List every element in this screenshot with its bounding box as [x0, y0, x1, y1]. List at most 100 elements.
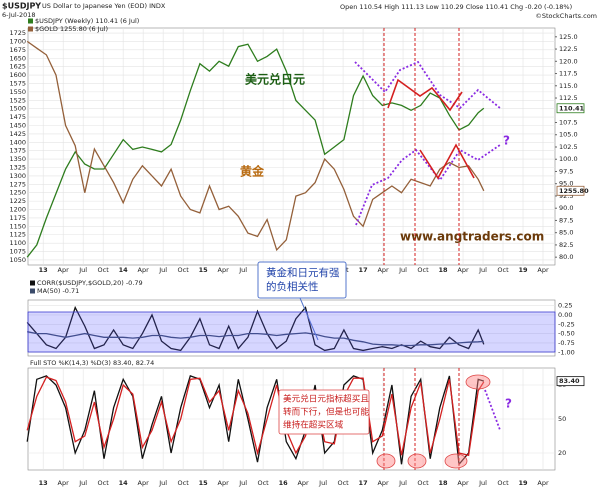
x-tick-label: 14 — [119, 266, 129, 274]
annotation: ? — [503, 134, 510, 148]
x-tick-label: Apr — [377, 479, 389, 487]
y-tick-label: 1225 — [9, 197, 26, 205]
y-tick-label: 1575 — [9, 79, 26, 87]
y2-tick-label: 120.0 — [559, 57, 578, 65]
panel-title: Full STO %K(14,3) %D(3) 83.40, 82.74 — [30, 359, 154, 367]
y2-tick-label: 90.0 — [559, 204, 573, 212]
y-tick-label: 1625 — [9, 63, 26, 71]
chart-title: $USDJPY — [2, 2, 41, 11]
y2-tick-label: 85.0 — [559, 229, 573, 237]
x-tick-label: Jul — [478, 266, 487, 274]
y-tick-label: 1150 — [9, 222, 26, 230]
y-tick-label: 1475 — [9, 113, 26, 121]
y-tick-label: -0.25 — [558, 320, 575, 328]
annotation: ? — [505, 397, 512, 411]
y-tick-label: 1200 — [9, 206, 26, 214]
y2-tick-label: 102.5 — [559, 143, 578, 151]
y-tick-label: 1175 — [9, 214, 26, 222]
y-tick-label: 1050 — [9, 256, 26, 264]
x-tick-label: 18 — [439, 479, 449, 487]
callout-text: 转而下行，但是也可能 — [283, 406, 369, 418]
callout-box — [257, 261, 347, 299]
x-tick-label: Jul — [398, 266, 407, 274]
y2-tick-label: 92.5 — [559, 192, 573, 200]
quote: Open 110.54 High 111.13 Low 110.29 Close… — [340, 3, 572, 11]
x-tick-label: 13 — [39, 479, 48, 487]
x-tick-label: 15 — [199, 266, 209, 274]
legend-label: $GOLD 1255.80 (6 Jul) — [35, 25, 108, 33]
y-tick-label: 1250 — [9, 189, 26, 197]
y2-tick-label: 115.0 — [559, 82, 578, 90]
y-tick-label: 1400 — [9, 138, 26, 146]
x-tick-label: 16 — [279, 479, 289, 487]
y-tick-label: 1100 — [9, 239, 26, 247]
x-tick-label: 17 — [359, 479, 368, 487]
y-tick-label: 1375 — [9, 147, 26, 155]
last-value-box — [556, 376, 585, 387]
x-tick-label: 14 — [119, 479, 129, 487]
x-tick-label: Jul — [238, 479, 247, 487]
x-tick-label: Apr — [58, 479, 70, 487]
y-tick-label: -0.50 — [558, 330, 575, 338]
legend-label: $USDJPY (Weekly) 110.41 (6 Jul) — [35, 17, 139, 25]
x-tick-label: 17 — [359, 266, 368, 274]
x-tick-label: Oct — [178, 479, 190, 487]
y-tick-label: 1350 — [9, 155, 26, 163]
y-tick-label: -1.00 — [558, 348, 575, 356]
legend-swatch — [30, 288, 35, 294]
annotation: 美元兑日元 — [245, 72, 305, 87]
x-tick-label: Oct — [497, 479, 509, 487]
y2-tick-label: 95.0 — [559, 180, 573, 188]
x-tick-label: 15 — [199, 479, 209, 487]
x-tick-label: 13 — [39, 266, 48, 274]
legend-swatch — [28, 18, 33, 24]
last-value-label: 110.41 — [559, 104, 585, 112]
x-tick-label: Jul — [398, 479, 407, 487]
x-tick-label: Apr — [218, 266, 230, 274]
last-value-box — [556, 103, 585, 114]
y-tick-label: 1075 — [9, 248, 26, 256]
y-tick-label: 1125 — [9, 231, 26, 239]
legend-swatch — [28, 26, 33, 32]
y-tick-label: 1325 — [9, 164, 26, 172]
y-tick-label: 0.25 — [558, 302, 572, 310]
last-value-label: 1255.80 — [559, 187, 589, 195]
y2-tick-label: 87.5 — [559, 216, 573, 224]
y-tick-label: 1700 — [9, 37, 26, 45]
y-tick-label: 1500 — [9, 105, 26, 113]
y-tick-label: 0.00 — [558, 311, 572, 319]
x-tick-label: Oct — [98, 479, 110, 487]
y2-tick-label: 97.5 — [559, 167, 573, 175]
x-tick-label: 19 — [518, 479, 528, 487]
x-tick-label: Jul — [78, 479, 87, 487]
x-tick-label: Apr — [377, 266, 389, 274]
x-tick-label: Oct — [417, 479, 429, 487]
y-tick-label: 1600 — [9, 71, 26, 79]
x-tick-label: Oct — [257, 479, 269, 487]
y2-tick-label: 107.5 — [559, 119, 578, 127]
legend-label: MA(50) -0.71 — [37, 287, 79, 295]
y2-tick-label: 112.5 — [559, 94, 578, 102]
legend-label: CORR($USDJPY,$GOLD,20) -0.79 — [37, 279, 143, 287]
y-tick-label: 1650 — [9, 54, 26, 62]
x-tick-label: Oct — [337, 479, 349, 487]
date: 6-Jul-2018 — [2, 11, 36, 19]
callout-text: 维持在超买区域 — [283, 419, 344, 431]
y-tick-label: 1425 — [9, 130, 26, 138]
x-tick-label: Oct — [497, 266, 509, 274]
legend-swatch — [30, 280, 35, 286]
x-tick-label: Jul — [238, 266, 247, 274]
callout-text: 黄金和日元有强 — [266, 266, 340, 279]
y-tick-label: 1450 — [9, 121, 26, 129]
y2-tick-label: 105.0 — [559, 131, 578, 139]
x-tick-label: Apr — [537, 266, 549, 274]
x-tick-label: Apr — [457, 479, 469, 487]
callout-text: 美元兑日元指标超买且 — [283, 393, 369, 405]
annotation: 黄金 — [240, 164, 265, 179]
y-tick-label: 50 — [558, 415, 566, 423]
y-tick-label: 1725 — [9, 29, 26, 37]
x-tick-label: Apr — [297, 479, 309, 487]
x-tick-label: Oct — [417, 266, 429, 274]
y2-tick-label: 117.5 — [559, 70, 578, 78]
